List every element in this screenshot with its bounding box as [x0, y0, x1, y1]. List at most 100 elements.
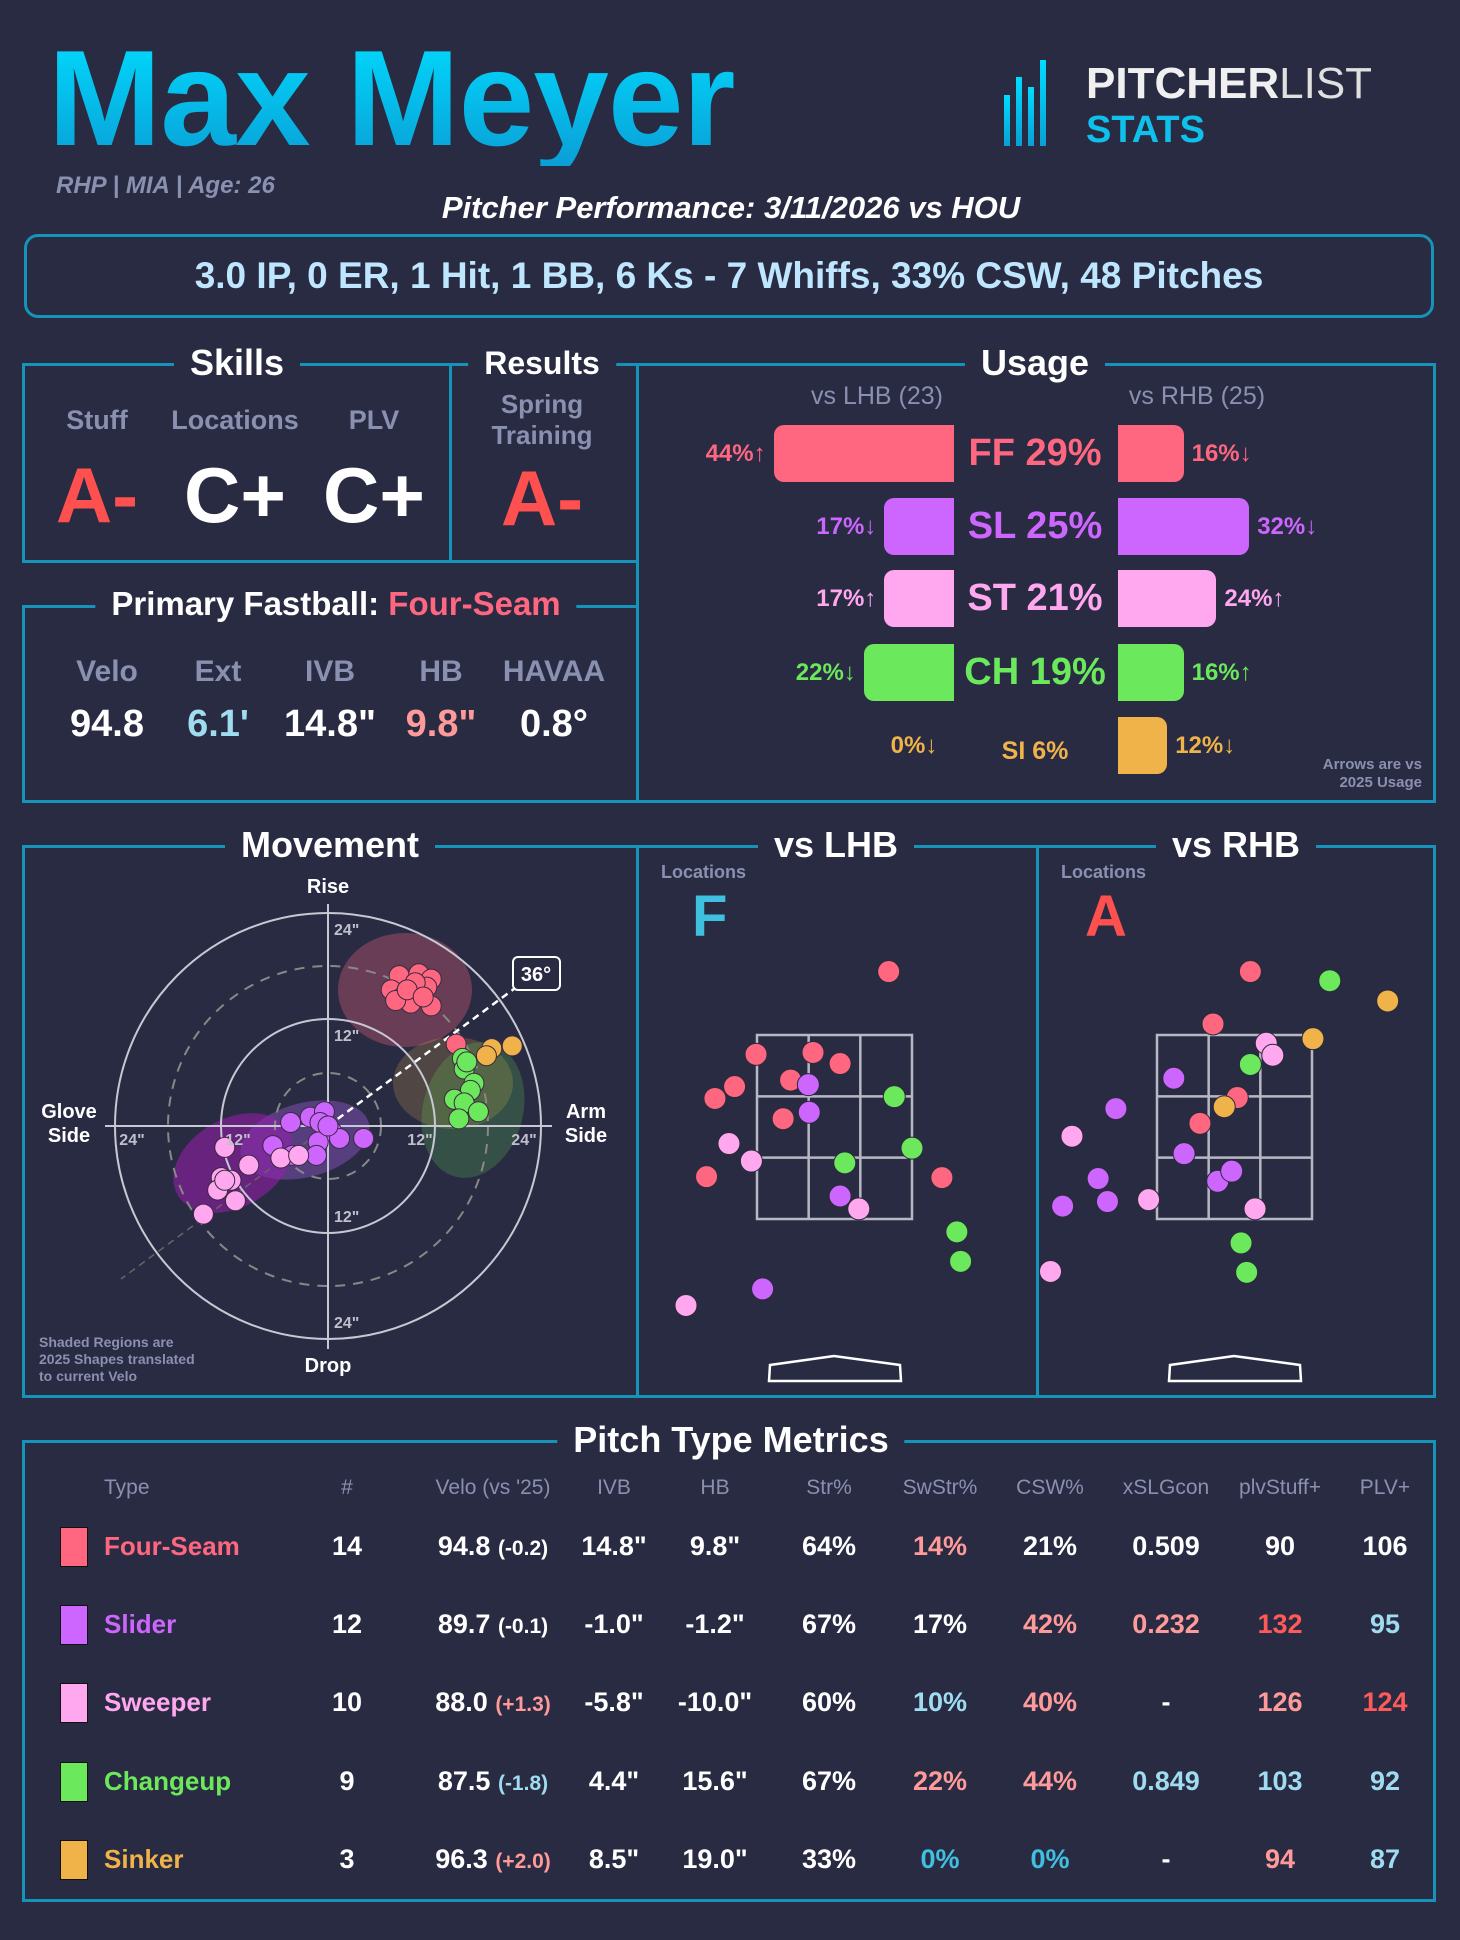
movement-point-st	[238, 1154, 260, 1176]
usage-note: Arrows are vs 2025 Usage	[1323, 756, 1422, 792]
location-point-st	[739, 1149, 763, 1173]
tick-top-24: 24"	[334, 922, 359, 939]
table-cell: 67%	[801, 1766, 857, 1796]
velo-value: 87.5	[437, 1766, 491, 1796]
location-point-sl	[1162, 1066, 1186, 1090]
fastball-title: Primary Fastball: Four-Seam	[95, 582, 577, 626]
velo-value: 96.3	[435, 1844, 488, 1874]
strike-zone	[755, 1033, 914, 1221]
table-cell: 90	[1264, 1531, 1296, 1561]
lhb-location-chart	[674, 960, 973, 1383]
table-cell: 17%	[912, 1609, 968, 1639]
location-point-sl	[1104, 1097, 1128, 1121]
usage-total: FF 29%	[968, 432, 1102, 474]
bar-chart-logo-icon	[1004, 60, 1046, 146]
player-name: Max Meyer	[48, 22, 735, 174]
location-point-ff	[723, 1075, 747, 1099]
pitch-swatch-ff	[60, 1527, 88, 1567]
location-point-ch	[945, 1220, 969, 1244]
usage-row-ff: 44%↑ FF 29% 16%↓	[0, 425, 1460, 482]
movement-point-sl	[280, 1111, 302, 1133]
skills-title: Skills	[173, 341, 301, 385]
movement-point-sl	[317, 1115, 339, 1137]
pitch-name: Four-Seam	[104, 1531, 240, 1561]
pitch-swatch-st	[60, 1683, 88, 1723]
movement-point-sl	[305, 1144, 327, 1166]
table-cell: 106	[1362, 1531, 1408, 1561]
results-title: Results	[468, 341, 616, 385]
skill-label-plv: PLV	[348, 405, 400, 435]
results-grade: A-	[500, 454, 584, 542]
movement-point-st	[214, 1169, 236, 1191]
table-cell: -1.0"	[584, 1609, 644, 1639]
usage-row-sl: 17%↓ SL 25% 32%↓	[0, 498, 1460, 555]
results-label-spring: Spring	[500, 389, 584, 419]
location-point-ff	[801, 1040, 825, 1064]
usage-label-lhb: 44%↑	[705, 440, 766, 467]
tick-left-12: 12"	[225, 1132, 250, 1149]
location-point-st	[674, 1293, 698, 1317]
table-cell: 124	[1362, 1687, 1408, 1717]
usage-bar-lhb	[884, 570, 954, 627]
table-cell: 14%	[912, 1531, 968, 1561]
axis-label-arm-2: Side	[565, 1125, 607, 1147]
location-point-ff	[1201, 1012, 1225, 1036]
metrics-header: Type	[104, 1476, 150, 1499]
table-cell: 14.8"	[581, 1531, 647, 1561]
performance-title: Pitcher Performance: 3/11/2026 vs HOU	[441, 190, 1021, 225]
location-point-st	[847, 1197, 871, 1221]
location-point-ff	[1238, 960, 1262, 984]
table-cell: 19.0"	[682, 1844, 748, 1874]
movement-chart: 36° Rise Drop Glove Side Arm Side 24" 12…	[39, 876, 607, 1384]
fastball-value-havaa: 0.8°	[519, 703, 589, 745]
table-cell: 87	[1369, 1844, 1401, 1874]
usage-bar-rhb	[1118, 717, 1168, 774]
location-point-si	[1212, 1095, 1236, 1119]
pitcherlist-logo: PITCHERLIST STATS	[1004, 60, 1444, 150]
location-point-ff	[930, 1166, 954, 1190]
usage-label-rhb: 32%↓	[1257, 513, 1318, 540]
metrics-header: CSW%	[1016, 1476, 1084, 1499]
velo-value: 89.7	[437, 1609, 491, 1639]
table-cell: 9	[339, 1766, 355, 1796]
usage-label-rhb: 24%↑	[1224, 585, 1285, 612]
metrics-title: Pitch Type Metrics	[557, 1418, 905, 1462]
summary-text: 3.0 IP, 0 ER, 1 Hit, 1 BB, 6 Ks - 7 Whif…	[194, 255, 1264, 296]
fastball-value-ivb: 14.8"	[284, 703, 376, 745]
table-cell: -	[1161, 1844, 1171, 1874]
location-point-st	[1243, 1197, 1267, 1221]
table-cell-velo: 87.5 (-1.8)	[438, 1765, 548, 1800]
fastball-value-hb: 9.8"	[405, 703, 477, 745]
usage-label-rhb: 16%↑	[1191, 659, 1252, 686]
movement-point-si	[475, 1045, 497, 1067]
movement-point-ch	[467, 1101, 489, 1123]
table-cell: 15.6"	[682, 1766, 748, 1796]
usage-rhb-header: vs RHB (25)	[1128, 382, 1266, 410]
velo-delta: (-1.8)	[497, 1772, 549, 1795]
table-cell: 132	[1257, 1609, 1303, 1639]
table-cell: 64%	[801, 1531, 857, 1561]
metrics-header: IVB	[597, 1476, 631, 1499]
table-cell: 92	[1369, 1766, 1401, 1796]
location-point-ch	[1235, 1260, 1259, 1284]
fastball-value-ext: 6.1'	[187, 703, 249, 745]
table-cell: 9.8"	[689, 1531, 741, 1561]
table-cell: 0%	[1030, 1844, 1070, 1874]
logo-word-stats: STATS	[1086, 109, 1205, 151]
location-point-sl	[1086, 1167, 1110, 1191]
pitch-swatch-si	[60, 1840, 88, 1880]
table-cell-velo: 88.0 (+1.3)	[435, 1686, 551, 1721]
location-point-st	[1060, 1124, 1084, 1148]
metrics-panel	[22, 1440, 1436, 1902]
results-label-training: Training	[491, 420, 593, 450]
table-cell: 0.232	[1132, 1609, 1200, 1639]
table-cell: 3	[339, 1844, 355, 1874]
location-point-ch	[1229, 1231, 1253, 1255]
usage-label-rhb: 12%↓	[1175, 732, 1236, 759]
rhb-locations-label: Locations	[1061, 862, 1147, 882]
lhb-title: vs LHB	[757, 823, 915, 867]
rhb-title: vs RHB	[1155, 823, 1317, 867]
strike-zone	[1155, 1033, 1314, 1221]
axis-label-glove-2: Side	[48, 1125, 90, 1147]
tick-right-24: 24"	[511, 1132, 536, 1149]
